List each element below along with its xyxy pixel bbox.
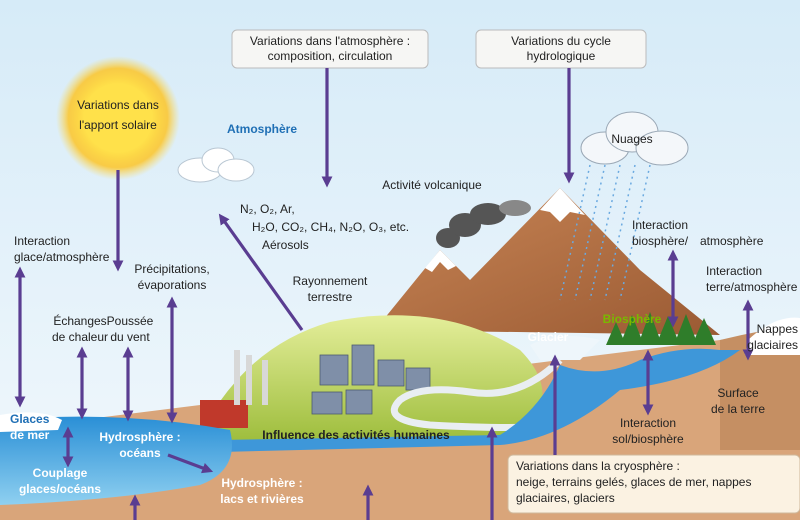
mountains xyxy=(375,188,720,335)
label: terrestre xyxy=(308,290,353,304)
label: Surface xyxy=(717,386,759,400)
label: Variations du cycle xyxy=(511,34,611,48)
label: Atmosphère xyxy=(227,122,297,136)
label: composition, circulation xyxy=(268,49,393,63)
cloud xyxy=(177,147,255,183)
label: de la terre xyxy=(711,402,765,416)
label: de chaleur xyxy=(52,330,108,344)
label: H₂O, CO₂, CH₄, N₂O, O₃, etc. xyxy=(252,220,409,234)
label: glace/atmosphère xyxy=(14,250,110,264)
label: Glaces xyxy=(10,412,50,426)
label: Couplage xyxy=(33,466,88,480)
label: Précipitations, xyxy=(134,262,209,276)
box xyxy=(231,29,429,69)
label: Interaction xyxy=(620,416,676,430)
box xyxy=(475,29,647,69)
label: neige, terrains gelés, glaces de mer, na… xyxy=(516,475,751,489)
forest xyxy=(606,312,716,345)
label: Échanges xyxy=(53,313,106,328)
river xyxy=(220,348,740,452)
label: Variations dans xyxy=(77,98,159,112)
label: Variations dans l'atmosphère : xyxy=(250,34,410,48)
label: Rayonnement xyxy=(293,274,368,288)
glacier xyxy=(530,336,600,360)
arrows xyxy=(14,68,754,520)
label: lacs et rivières xyxy=(220,492,304,506)
label: Glacier xyxy=(528,330,569,344)
label: Aérosols xyxy=(262,238,309,252)
cloud xyxy=(580,111,689,166)
label: du vent xyxy=(110,330,150,344)
factory xyxy=(200,350,268,428)
snow-cap xyxy=(425,250,456,272)
ice-sheet xyxy=(745,317,800,355)
label: l'apport solaire xyxy=(79,118,157,132)
label: Influence des activités humaines xyxy=(262,428,450,442)
label: atmosphère xyxy=(700,234,764,248)
label: glaciaires, glaciers xyxy=(516,491,615,505)
label: Interaction xyxy=(632,218,688,232)
ocean xyxy=(0,416,232,505)
label: Hydrosphère : xyxy=(221,476,302,490)
rain xyxy=(559,164,651,301)
box xyxy=(507,454,800,514)
label: océans xyxy=(119,446,161,460)
label: Interaction xyxy=(14,234,70,248)
label: Nuages xyxy=(611,132,652,146)
label: Variations dans la cryosphère : xyxy=(516,459,680,473)
label: de mer xyxy=(10,428,50,442)
label: hydrologique xyxy=(527,49,596,63)
label: évaporations xyxy=(138,278,207,292)
label: Interaction xyxy=(706,264,762,278)
label: terre/atmosphère xyxy=(706,280,798,294)
label: N₂, O₂, Ar, xyxy=(240,202,295,216)
label: Nappes xyxy=(757,322,798,336)
snow-cap xyxy=(540,188,585,222)
label: Biosphère xyxy=(603,312,662,326)
label: glaces/océans xyxy=(19,482,101,496)
label: sol/biosphère xyxy=(612,432,684,446)
sun xyxy=(56,56,180,180)
label: Hydrosphère : xyxy=(99,430,180,444)
ground-edge xyxy=(720,325,800,450)
smoke xyxy=(436,200,531,248)
label: Poussée xyxy=(107,314,154,328)
sea-ice xyxy=(0,412,62,432)
label: biosphère/ xyxy=(632,234,689,248)
label: glaciaires xyxy=(747,338,798,352)
label: Activité volcanique xyxy=(382,178,482,192)
